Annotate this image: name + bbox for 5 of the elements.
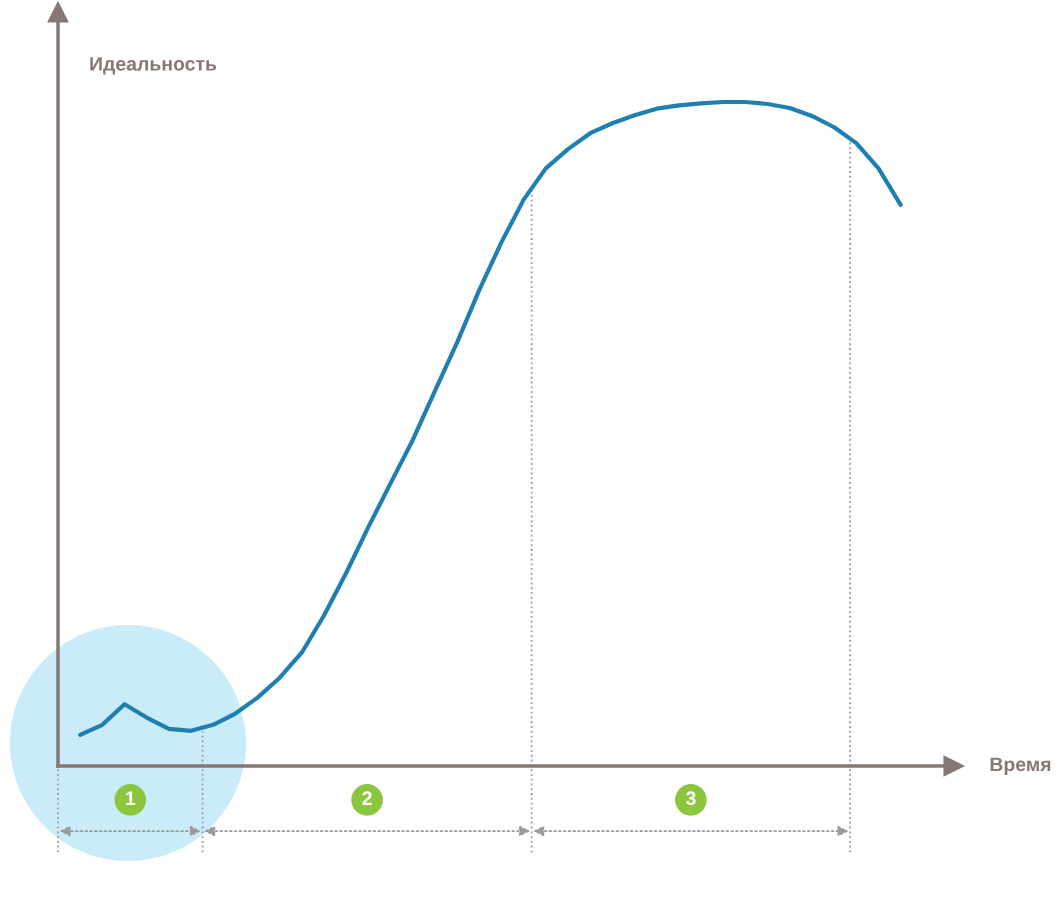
- text: 3: [685, 791, 696, 806]
- y-axis-title: Идеальность: [90, 57, 217, 75]
- text: 1: [126, 791, 136, 805]
- x-axis-title: Время: [990, 757, 1051, 776]
- text: 2: [362, 791, 372, 805]
